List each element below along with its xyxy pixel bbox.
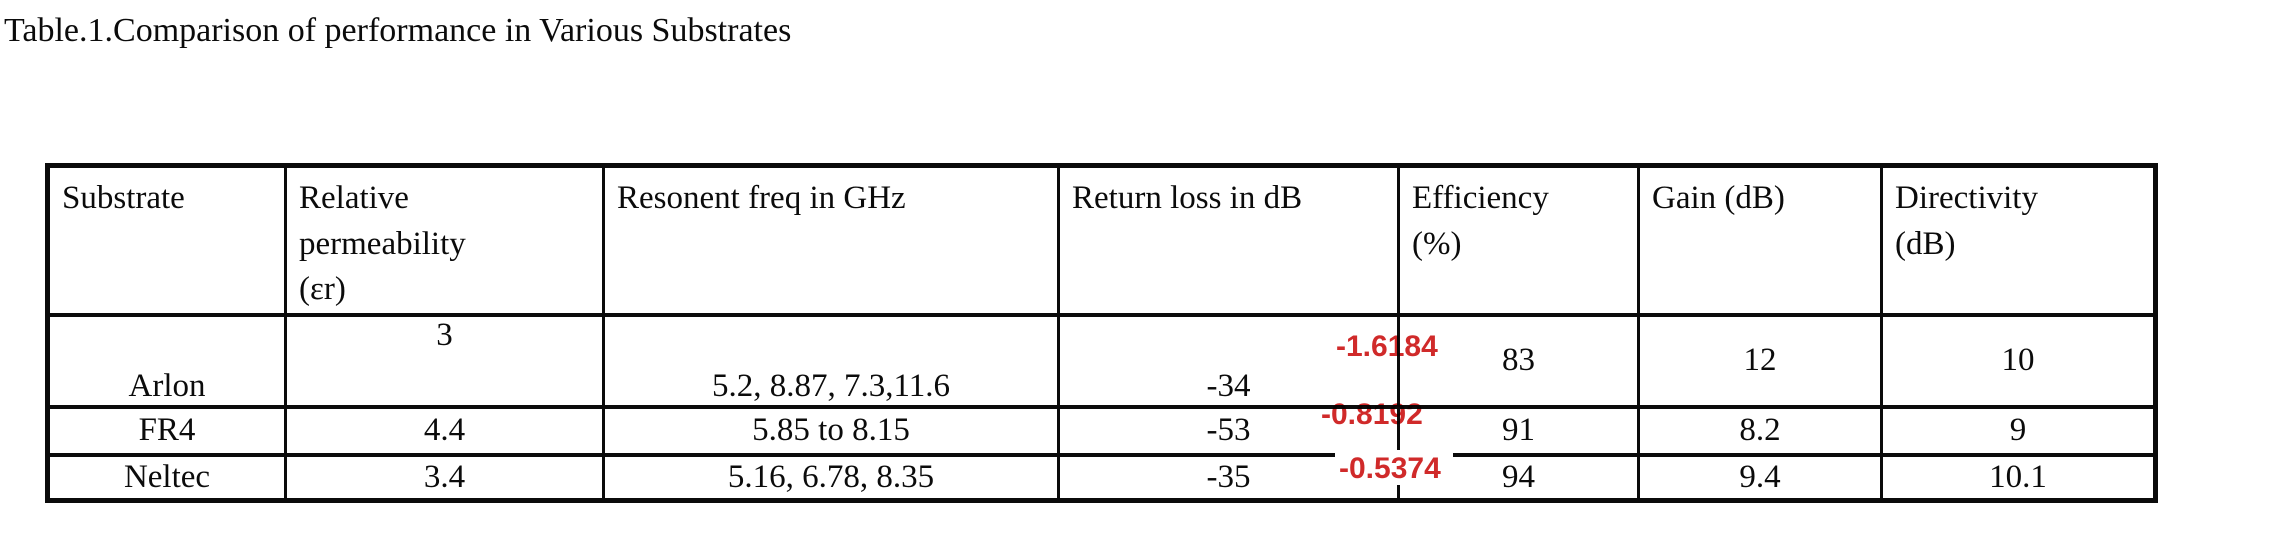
red-overlay-value-fr4: -0.8192 <box>1321 398 1423 431</box>
col-header-efficiency: Efficiency (%) <box>1397 163 1640 317</box>
cell-gain: 8.2 <box>1637 404 1883 457</box>
red-overlay-value-arlon: -1.6184 <box>1336 330 1438 363</box>
substrate-comparison-table: Substrate Relative permeability (εr) Res… <box>45 163 2158 503</box>
cell-efficiency: 91 <box>1397 404 1640 457</box>
col-header-relative-permeability: Relative permeability (εr) <box>284 163 605 317</box>
cell-substrate: FR4 <box>46 404 287 457</box>
red-overlay-value-neltec: -0.5374 <box>1335 450 1453 485</box>
cell-gain: 12 <box>1637 312 1883 409</box>
cell-resonant-freq: 5.2, 8.87, 7.3,11.6 <box>602 312 1060 409</box>
table-row-neltec: Neltec 3.4 5.16, 6.78, 8.35 -35 94 9.4 1… <box>46 452 2157 503</box>
col-header-substrate: Substrate <box>46 163 287 317</box>
cell-return-loss: -53 <box>1057 404 1400 457</box>
header-row: Substrate Relative permeability (εr) Res… <box>46 163 2157 317</box>
cell-return-loss: -34 <box>1057 312 1400 409</box>
cell-directivity: 10 <box>1880 312 2157 409</box>
cell-permeability: 4.4 <box>284 404 605 457</box>
cell-gain: 9.4 <box>1637 452 1883 503</box>
cell-efficiency: 83 <box>1397 312 1640 409</box>
cell-directivity: 9 <box>1880 404 2157 457</box>
col-header-resonant-freq: Resonent freq in GHz <box>602 163 1060 317</box>
col-header-directivity: Directivity (dB) <box>1880 163 2157 317</box>
cell-permeability: 3 <box>284 312 605 409</box>
table-row-fr4: FR4 4.4 5.85 to 8.15 -53 91 8.2 9 <box>46 404 2157 457</box>
cell-permeability: 3.4 <box>284 452 605 503</box>
cell-resonant-freq: 5.85 to 8.15 <box>602 404 1060 457</box>
col-header-gain: Gain (dB) <box>1637 163 1883 317</box>
cell-directivity: 10.1 <box>1880 452 2157 503</box>
table-caption: Table.1.Comparison of performance in Var… <box>4 12 792 49</box>
table-row-arlon: Arlon 3 5.2, 8.87, 7.3,11.6 -34 83 12 10 <box>46 312 2157 409</box>
cell-substrate: Arlon <box>46 312 287 409</box>
cell-substrate: Neltec <box>46 452 287 503</box>
col-header-return-loss: Return loss in dB <box>1057 163 1400 317</box>
cell-resonant-freq: 5.16, 6.78, 8.35 <box>602 452 1060 503</box>
